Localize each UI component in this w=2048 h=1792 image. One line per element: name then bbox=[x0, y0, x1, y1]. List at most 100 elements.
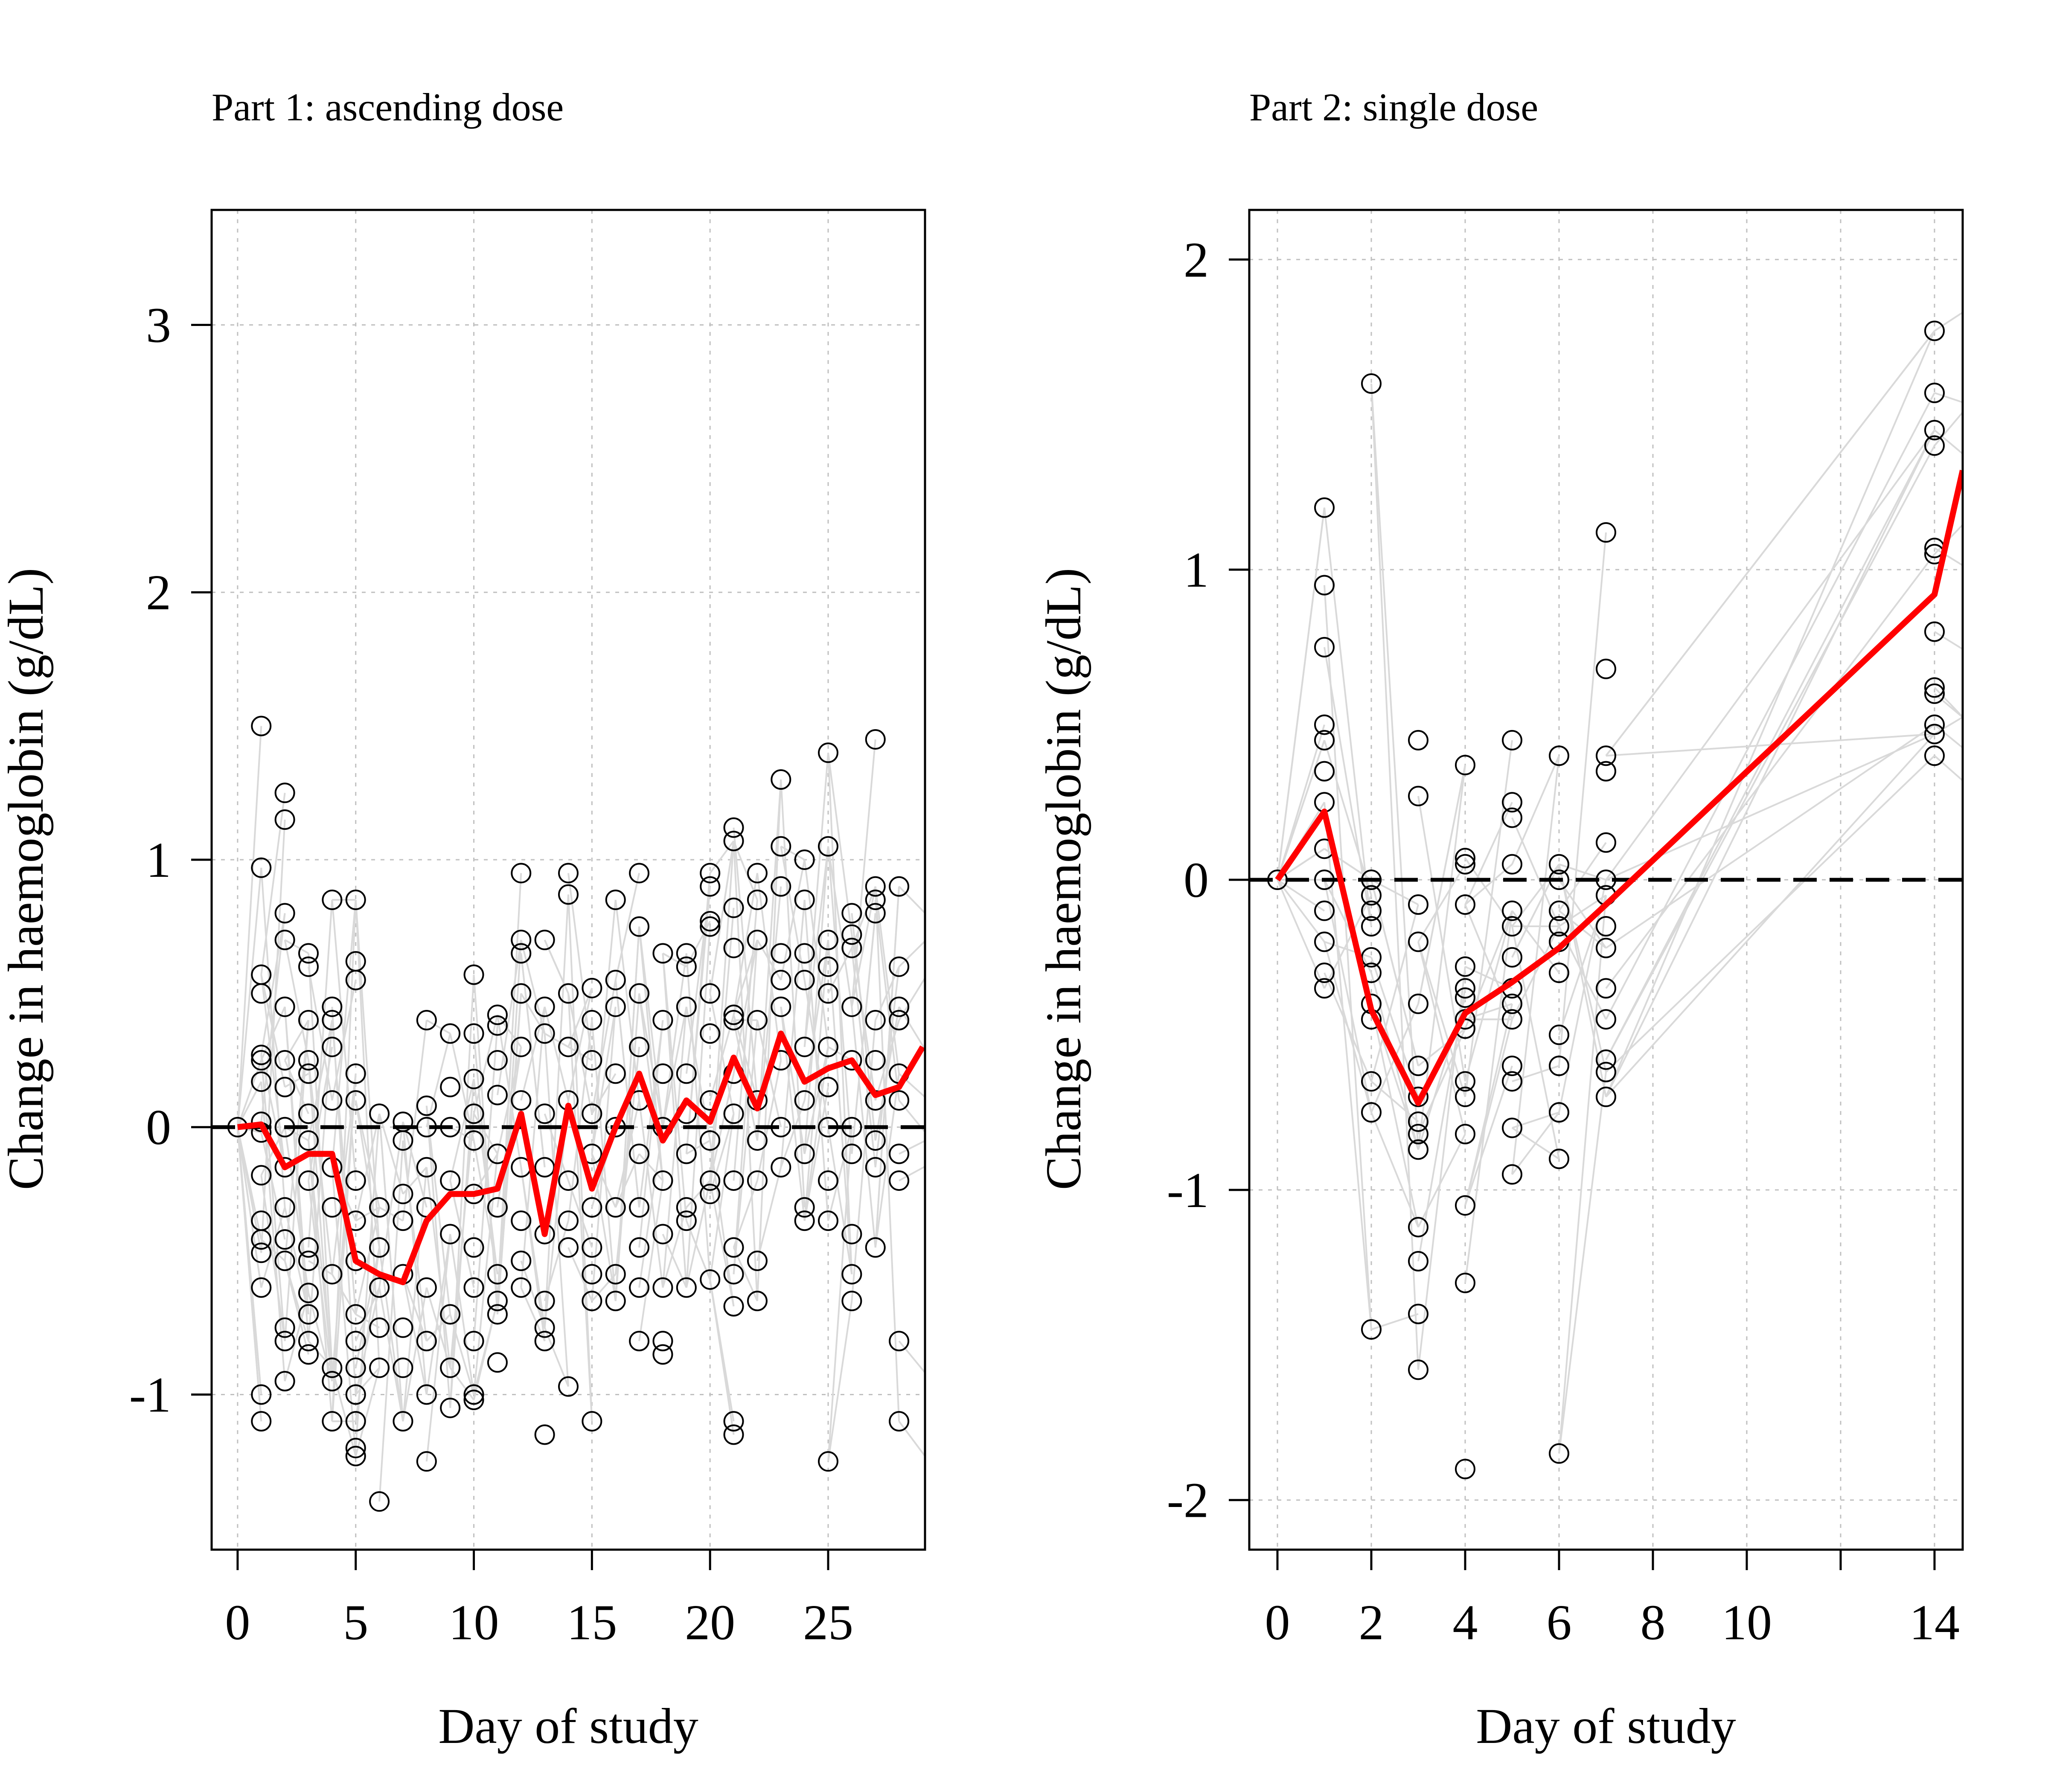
subject-trace-segment bbox=[874, 899, 900, 1101]
data-point bbox=[251, 1411, 272, 1432]
data-point bbox=[1924, 382, 1945, 403]
data-point bbox=[1408, 1139, 1428, 1160]
y-axis-title-part2: Change in haemoglobin (g/dL) bbox=[1036, 568, 1091, 1190]
subject-trace-segment bbox=[709, 1180, 735, 1307]
subject-trace-segment bbox=[1324, 895, 1372, 989]
data-point bbox=[889, 996, 910, 1017]
data-point bbox=[1314, 637, 1335, 657]
x-tick-label: 8 bbox=[1641, 1594, 1666, 1650]
data-point bbox=[511, 1036, 532, 1057]
data-point bbox=[298, 1237, 319, 1258]
data-point bbox=[1314, 761, 1335, 782]
subject-trace-segment bbox=[1558, 1072, 1607, 1454]
subject-trace-segment bbox=[402, 1274, 428, 1395]
data-point bbox=[322, 1036, 343, 1057]
data-point bbox=[251, 716, 272, 736]
subject-trace-segment bbox=[1370, 1080, 1419, 1123]
data-point bbox=[298, 1331, 319, 1352]
subject-trace-segment bbox=[827, 846, 853, 1154]
subject-trace-segment bbox=[236, 867, 262, 1127]
data-point bbox=[1549, 900, 1569, 921]
subject-trace-segment bbox=[425, 1105, 451, 1408]
data-point bbox=[629, 1143, 650, 1164]
subject-trace-segment bbox=[449, 1367, 475, 1401]
subject-trace-segment bbox=[378, 1140, 404, 1502]
data-point bbox=[1596, 978, 1616, 999]
data-point bbox=[345, 1357, 366, 1378]
data-point bbox=[723, 1424, 744, 1445]
data-point bbox=[558, 1376, 579, 1397]
data-point bbox=[605, 1264, 626, 1285]
subject-trace-segment bbox=[331, 1367, 357, 1457]
subject-trace-segment bbox=[1934, 724, 1963, 749]
subject-trace-segment bbox=[1605, 330, 1935, 1097]
data-point bbox=[747, 863, 768, 884]
data-point bbox=[251, 1384, 272, 1405]
subject-trace-segment bbox=[756, 1167, 782, 1261]
data-point bbox=[1361, 947, 1382, 968]
subject-trace-segment bbox=[898, 940, 925, 968]
data-point bbox=[1314, 575, 1335, 596]
data-point bbox=[605, 970, 626, 991]
subject-trace-segment bbox=[686, 1140, 711, 1155]
data-point bbox=[818, 1170, 839, 1191]
subject-trace-segment bbox=[284, 1292, 309, 1382]
data-point bbox=[747, 930, 768, 951]
data-point bbox=[1549, 1443, 1569, 1464]
data-point bbox=[723, 937, 744, 958]
data-point bbox=[274, 903, 295, 924]
data-point bbox=[700, 1170, 721, 1191]
data-point bbox=[582, 1237, 602, 1258]
data-point bbox=[393, 1184, 413, 1204]
data-point bbox=[700, 1023, 721, 1044]
data-point bbox=[676, 956, 697, 977]
data-point bbox=[298, 1283, 319, 1303]
subject-trace-segment bbox=[355, 1367, 381, 1457]
subject-trace-segment bbox=[1324, 507, 1372, 927]
data-point bbox=[1549, 870, 1569, 890]
subject-trace-segment bbox=[355, 1313, 380, 1329]
data-point bbox=[889, 1170, 910, 1191]
subject-trace-segment bbox=[1934, 687, 1963, 719]
data-point bbox=[274, 783, 295, 803]
subject-trace-segment bbox=[449, 1314, 475, 1395]
data-point bbox=[771, 1157, 791, 1178]
subject-trace-segment bbox=[307, 953, 333, 1368]
data-point bbox=[818, 836, 839, 857]
data-point bbox=[1596, 916, 1616, 937]
subject-trace-segment bbox=[308, 1260, 333, 1275]
x-tick-label: 4 bbox=[1453, 1594, 1478, 1650]
subject-trace-segment bbox=[544, 1007, 569, 1101]
subject-trace-segment bbox=[1558, 864, 1607, 1097]
data-point bbox=[534, 1317, 555, 1338]
subject-trace-segment bbox=[544, 894, 569, 1328]
subject-trace-segment bbox=[803, 846, 829, 1154]
data-point bbox=[652, 1277, 673, 1298]
y-tick-label: 0 bbox=[146, 1100, 171, 1155]
subject-trace-segment bbox=[425, 1234, 451, 1462]
data-point bbox=[345, 1090, 366, 1111]
subject-trace-segment bbox=[402, 1020, 428, 1221]
data-point bbox=[251, 1071, 272, 1092]
data-point bbox=[582, 1411, 602, 1432]
subject-trace-segment bbox=[591, 1007, 617, 1154]
subject-trace-segment bbox=[709, 1114, 735, 1280]
data-point bbox=[676, 996, 697, 1017]
data-point bbox=[558, 1170, 579, 1191]
data-point bbox=[345, 1411, 366, 1432]
data-point bbox=[463, 964, 484, 985]
subject-trace-segment bbox=[473, 1300, 498, 1400]
data-point bbox=[1408, 785, 1428, 806]
data-point bbox=[274, 809, 295, 830]
subject-trace-segment bbox=[307, 1060, 333, 1382]
subject-trace-segment bbox=[473, 975, 498, 1315]
data-point bbox=[582, 1103, 602, 1124]
subject-trace-segment bbox=[331, 1073, 357, 1274]
data-point bbox=[582, 1291, 602, 1312]
x-axis-title-part2: Day of study bbox=[1476, 1698, 1736, 1754]
subject-trace-segment bbox=[638, 1153, 663, 1181]
data-point bbox=[889, 956, 910, 977]
data-point bbox=[865, 876, 886, 897]
data-point bbox=[463, 1331, 484, 1352]
subject-trace-segment bbox=[544, 1220, 569, 1301]
